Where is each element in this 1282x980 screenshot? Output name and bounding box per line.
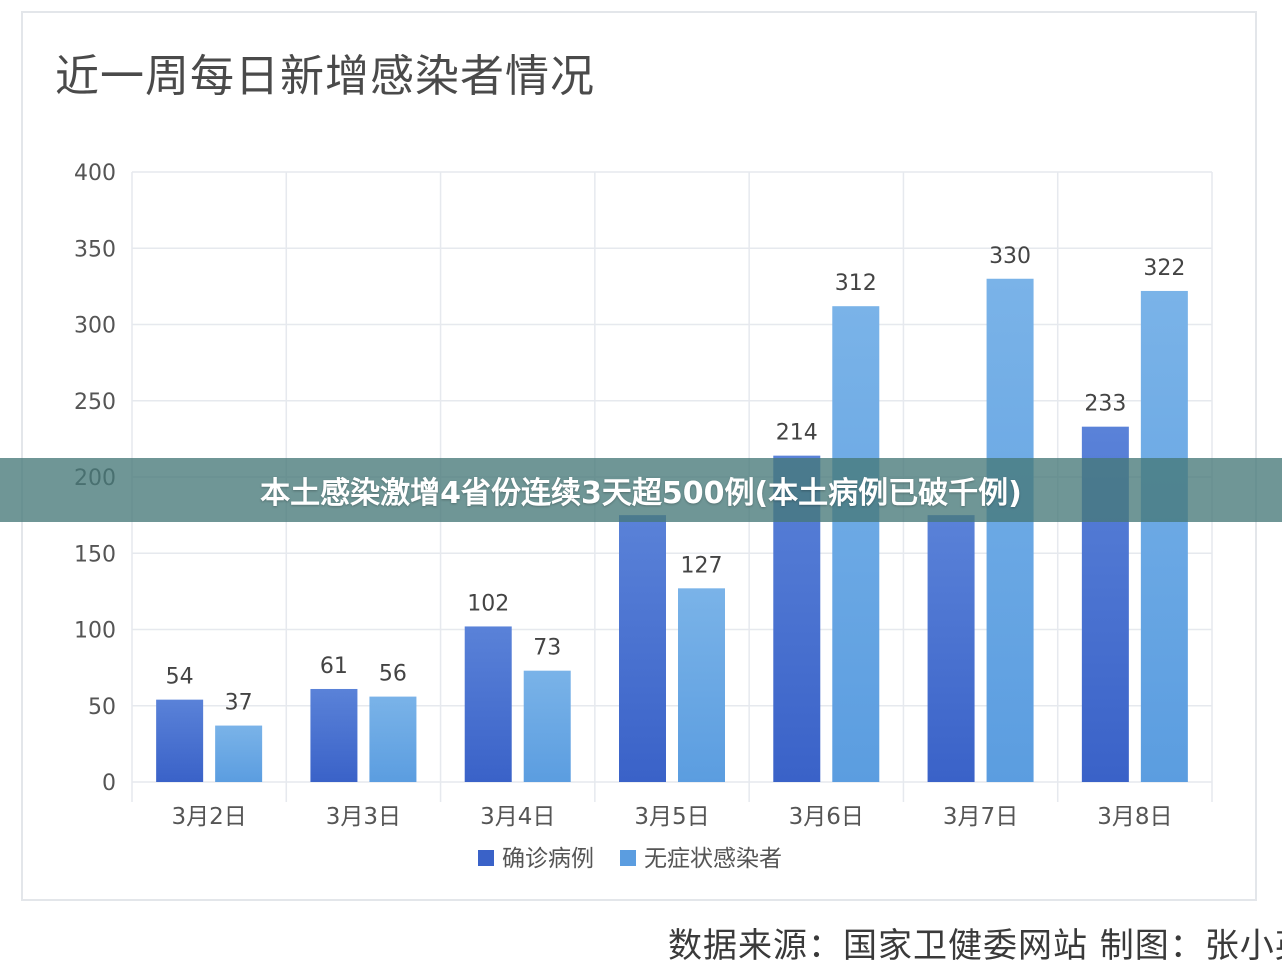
data-label: 56 (379, 662, 407, 687)
bar-asymptomatic (1140, 290, 1188, 782)
legend-swatch (620, 850, 636, 866)
y-tick-label: 100 (74, 619, 116, 644)
data-label: 37 (225, 691, 253, 716)
bar-confirmed (927, 515, 975, 782)
x-tick-label: 3月4日 (480, 804, 555, 830)
y-tick-label: 300 (74, 314, 116, 339)
legend-swatch (478, 850, 494, 866)
chart-title: 近一周每日新增感染者情况 (55, 51, 595, 102)
y-tick-label: 50 (88, 695, 116, 720)
bar-asymptomatic (986, 278, 1034, 782)
x-tick-label: 3月3日 (326, 804, 401, 830)
bar-confirmed (619, 515, 666, 782)
legend-label: 无症状感染者 (644, 846, 782, 872)
data-label: 312 (835, 271, 877, 296)
y-tick-label: 0 (102, 771, 116, 796)
bar-confirmed (310, 688, 358, 782)
bar-confirmed (156, 699, 204, 782)
data-label: 330 (989, 244, 1031, 269)
bar-confirmed (464, 626, 512, 782)
x-tick-label: 3月6日 (789, 804, 864, 830)
bar-asymptomatic (523, 670, 571, 782)
data-label: 102 (467, 591, 509, 616)
x-tick-label: 3月7日 (943, 804, 1018, 830)
bar-asymptomatic (215, 725, 263, 782)
x-tick-label: 3月5日 (634, 804, 709, 830)
data-label: 73 (533, 636, 561, 661)
x-tick-label: 3月2日 (172, 804, 247, 830)
y-tick-label: 350 (74, 237, 116, 262)
y-tick-label: 250 (74, 390, 116, 415)
source-caption: 数据来源：国家卫健委网站 制图：张小英 (668, 926, 1282, 966)
headline-banner: 本土感染激增4省份连续3天超500例(本土病例已破千例) (0, 458, 1282, 522)
data-label: 322 (1143, 256, 1185, 281)
bar-asymptomatic (369, 696, 417, 782)
data-label: 61 (320, 654, 348, 679)
legend-label: 确诊病例 (502, 846, 594, 872)
data-label: 214 (776, 421, 818, 446)
headline-text: 本土感染激增4省份连续3天超500例(本土病例已破千例) (260, 476, 1022, 511)
y-tick-label: 150 (74, 542, 116, 567)
data-label: 54 (166, 665, 194, 690)
y-tick-label: 400 (74, 161, 116, 186)
x-tick-label: 3月8日 (1097, 804, 1172, 830)
data-label: 233 (1084, 392, 1126, 417)
bar-asymptomatic (678, 588, 725, 782)
bar-asymptomatic (832, 306, 880, 782)
data-label: 127 (681, 553, 723, 578)
